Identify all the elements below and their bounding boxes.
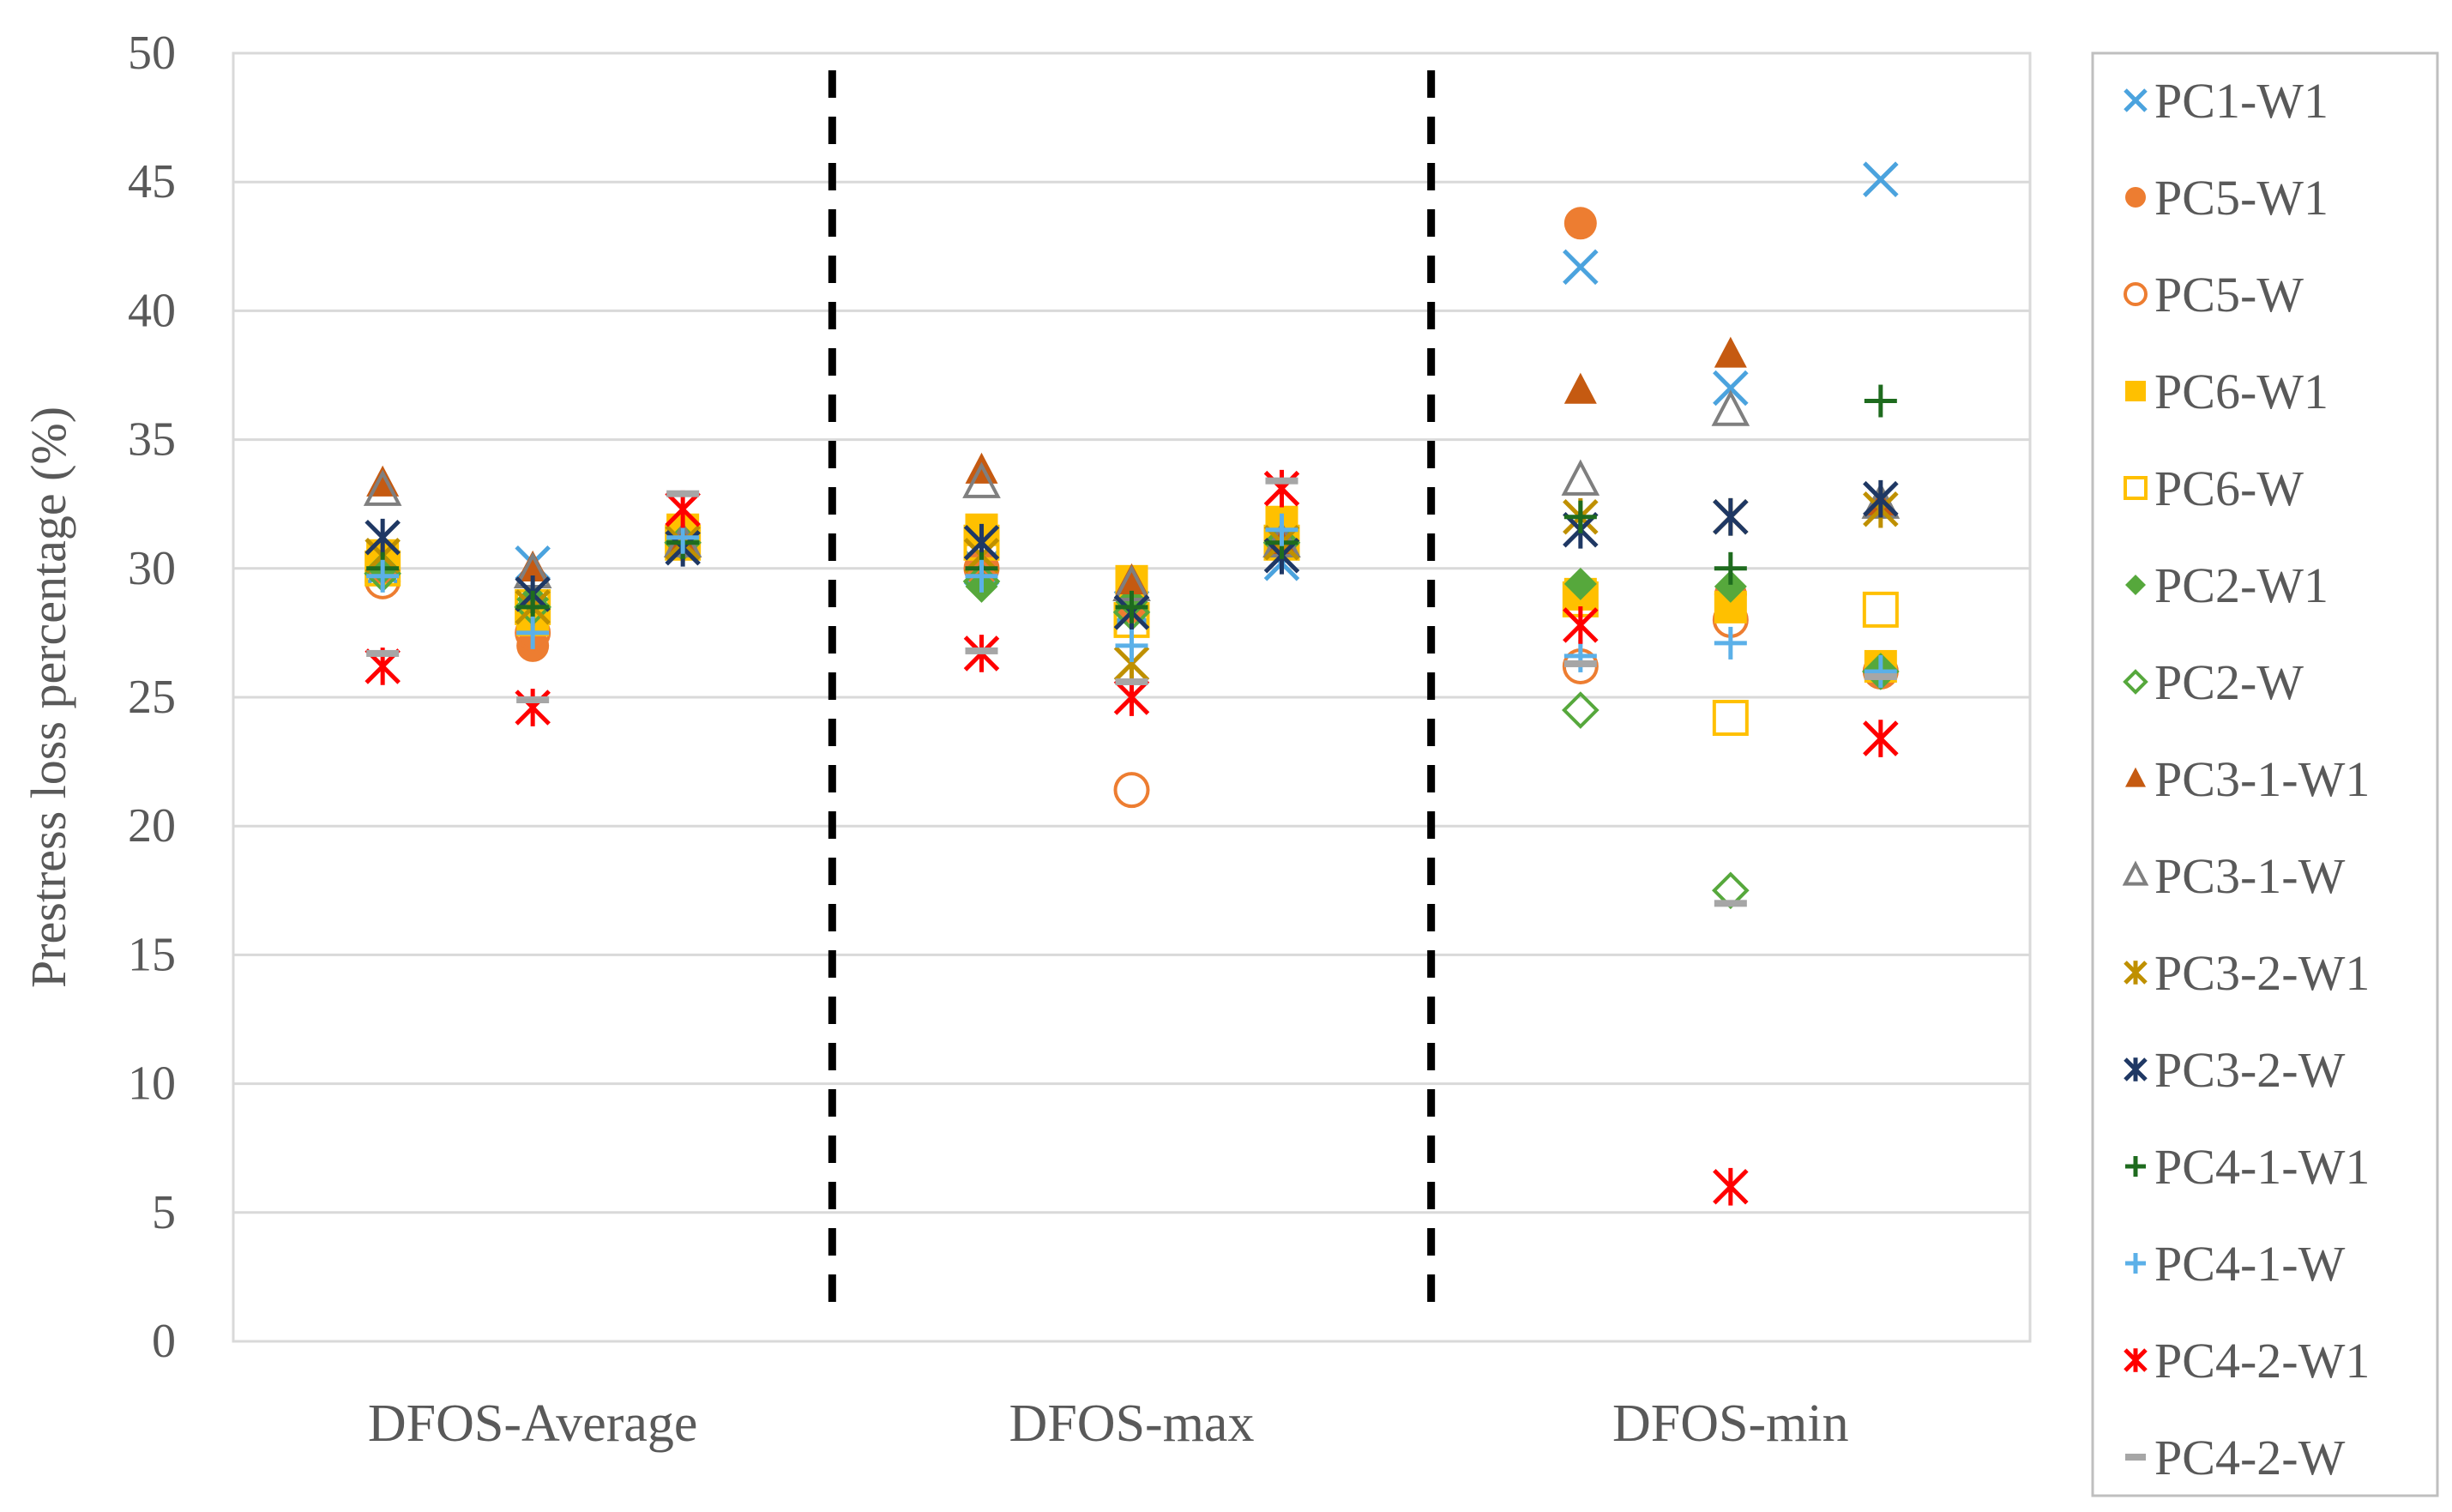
y-tick-label: 30	[128, 542, 176, 595]
data-point	[1863, 161, 1899, 197]
data-point	[1562, 691, 1600, 729]
data-point	[1563, 660, 1597, 667]
data-point	[1864, 654, 1897, 688]
data-point	[1713, 497, 1749, 536]
y-axis-label: Prestress loss percentage (%)	[21, 407, 76, 988]
legend-marker	[2122, 860, 2149, 886]
data-point	[965, 647, 998, 654]
y-tick-label: 50	[128, 27, 176, 80]
legend-label: PC4-2-W	[2154, 1430, 2346, 1485]
legend-label: PC5-W1	[2154, 170, 2328, 226]
legend-marker	[2124, 1348, 2148, 1372]
y-tick-label: 25	[128, 671, 176, 724]
y-tick-label: 35	[128, 413, 176, 467]
legend-label: PC3-1-W	[2154, 848, 2346, 904]
x-category-label: DFOS-Average	[368, 1395, 698, 1453]
data-point	[965, 559, 998, 593]
data-point	[1563, 207, 1597, 240]
data-point	[1713, 1167, 1749, 1206]
legend-marker	[2125, 575, 2146, 595]
legend-label: PC4-1-W1	[2154, 1139, 2370, 1195]
legend-label: PC4-1-W	[2154, 1236, 2346, 1292]
legend-label: PC2-W	[2154, 654, 2304, 710]
legend-label: PC1-W1	[2154, 73, 2328, 129]
data-point	[366, 649, 400, 657]
data-point	[1863, 720, 1899, 757]
legend: PC1-W1 PC5-W1 PC5-W PC6-W1 PC6-W PC2-W1 PC2-W P…	[2122, 73, 2370, 1485]
y-tick-label: 10	[128, 1057, 176, 1111]
data-point	[1115, 590, 1148, 623]
legend-marker	[2124, 88, 2148, 112]
data-point	[516, 696, 550, 704]
legend-label: PC5-W	[2154, 267, 2304, 322]
data-point	[1864, 384, 1897, 418]
y-tick-label: 0	[152, 1315, 176, 1368]
data-point	[364, 518, 401, 557]
legend-marker	[2125, 1253, 2146, 1274]
data-point	[1714, 569, 1747, 603]
data-point	[1714, 551, 1747, 585]
data-point	[1863, 479, 1899, 518]
legend-label: PC6-W1	[2154, 364, 2328, 419]
data-point	[1113, 772, 1150, 809]
legend-label: PC4-2-W1	[2154, 1333, 2370, 1389]
data-point	[1563, 567, 1597, 600]
legend-marker	[2125, 187, 2146, 208]
legend-marker	[2124, 282, 2148, 306]
data-point	[1714, 626, 1747, 660]
legend-label: PC3-2-W1	[2154, 945, 2370, 1001]
data-point	[1265, 513, 1298, 546]
legend-marker	[2125, 1454, 2146, 1461]
data-point	[1563, 249, 1599, 286]
data-point	[366, 559, 400, 593]
y-tick-label: 40	[128, 284, 176, 337]
legend-label: PC3-1-W1	[2154, 751, 2370, 807]
x-axis-category-labels: DFOS-Average DFOS-max DFOS-min	[368, 1395, 1849, 1453]
data-point	[516, 616, 550, 649]
legend-marker	[2125, 381, 2146, 401]
y-tick-label: 45	[128, 155, 176, 208]
data-point	[962, 461, 1001, 498]
legend-marker	[2125, 1156, 2146, 1177]
data-point	[1563, 500, 1597, 533]
data-point	[1115, 629, 1148, 662]
x-category-label: DFOS-min	[1612, 1395, 1849, 1453]
data-point	[1711, 389, 1750, 426]
legend-marker	[2124, 476, 2148, 500]
data-point	[1265, 477, 1298, 485]
legend-label: PC2-W1	[2154, 557, 2328, 613]
data-point	[1115, 678, 1148, 685]
legend-box	[2091, 51, 2439, 1497]
y-tick-label: 5	[152, 1186, 176, 1239]
legend-label: PC3-2-W	[2154, 1042, 2346, 1098]
data-point	[1862, 591, 1899, 628]
y-tick-label: 20	[128, 799, 176, 852]
data-point	[1563, 606, 1599, 644]
legend-marker	[2124, 961, 2148, 985]
legend-marker	[2123, 669, 2148, 695]
data-point	[1713, 370, 1749, 407]
data-point	[1714, 336, 1747, 368]
data-point	[666, 490, 700, 497]
y-axis-tick-labels: 0 5 10 15 20 25 30 35 40 45 50	[128, 27, 176, 1368]
x-category-label: DFOS-max	[1009, 1395, 1255, 1453]
data-point	[1561, 459, 1600, 496]
legend-marker	[2125, 767, 2146, 787]
legend-label: PC6-W	[2154, 461, 2304, 516]
data-point	[1712, 700, 1749, 737]
data-point	[1563, 372, 1597, 404]
data-points	[363, 161, 1901, 1206]
data-point	[363, 469, 402, 506]
data-point	[1864, 672, 1897, 680]
data-point	[1714, 900, 1747, 907]
y-tick-label: 15	[128, 928, 176, 981]
category-separators	[828, 70, 1436, 1304]
legend-marker	[2124, 1057, 2148, 1081]
